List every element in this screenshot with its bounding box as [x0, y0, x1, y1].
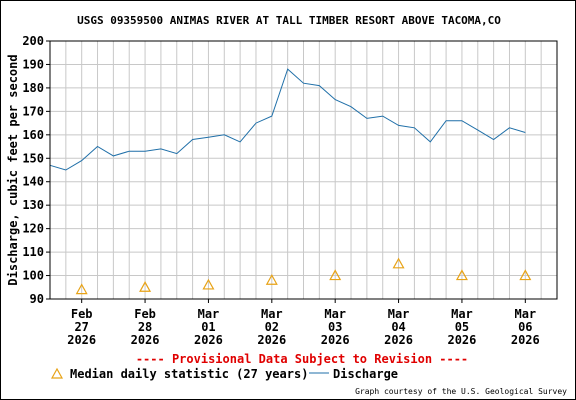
y-axis-label: Discharge, cubic feet per second — [6, 54, 20, 285]
x-tick-label: 06 — [518, 320, 532, 334]
x-tick-label: 2026 — [194, 333, 223, 347]
x-tick-label: Feb — [134, 307, 156, 321]
median-point — [455, 269, 468, 281]
median-point — [75, 283, 88, 295]
y-tick-label: 120 — [22, 222, 44, 236]
x-tick-label: 2026 — [384, 333, 413, 347]
y-tick-label: 150 — [22, 151, 44, 165]
x-tick-labels: Feb272026Feb282026Mar012026Mar022026Mar0… — [67, 299, 540, 347]
x-tick-label: 02 — [265, 320, 279, 334]
median-point — [392, 257, 405, 269]
median-point — [202, 278, 215, 290]
x-tick-label: 2026 — [131, 333, 160, 347]
y-tick-labels: 90 100 110 120 130 140 150 160 170 180 190 200 — [22, 34, 44, 306]
x-tick-label: 2026 — [511, 333, 540, 347]
median-point — [139, 281, 152, 292]
median-markers — [75, 257, 532, 295]
x-tick-label: 28 — [138, 320, 152, 334]
median-point — [519, 269, 532, 281]
y-tick-label: 100 — [22, 269, 44, 283]
x-tick-label: 03 — [328, 320, 342, 334]
x-tick-label: Mar — [324, 307, 346, 321]
y-tick-label: 190 — [22, 57, 44, 71]
x-tick-label: 04 — [391, 320, 405, 334]
x-tick-label: Mar — [198, 307, 220, 321]
legend-discharge-label: Discharge — [333, 367, 398, 381]
y-tick-label: 140 — [22, 175, 44, 189]
x-tick-label: Mar — [388, 307, 410, 321]
credit-line: Graph courtesy of the U.S. Geological Su… — [355, 387, 567, 396]
y-tick-label: 170 — [22, 104, 44, 118]
plot-area-border — [49, 40, 558, 300]
median-point — [265, 274, 278, 285]
x-tick-label: Feb — [71, 307, 93, 321]
x-tick-label: 01 — [201, 320, 215, 334]
x-tick-label: Mar — [451, 307, 473, 321]
x-tick-label: 27 — [74, 320, 88, 334]
x-tick-label: 2026 — [257, 333, 286, 347]
discharge-line — [49, 68, 526, 171]
legend: Median daily statistic (27 years) Discha… — [50, 367, 398, 381]
y-tick-label: 200 — [22, 34, 44, 48]
y-tick-label: 160 — [22, 128, 44, 142]
y-tick-label: 130 — [22, 198, 44, 212]
chart-title: USGS 09359500 ANIMAS RIVER AT TALL TIMBE… — [77, 14, 501, 27]
y-tick-label: 90 — [30, 292, 44, 306]
x-tick-label: 2026 — [67, 333, 96, 347]
y-tick-label: 110 — [22, 245, 44, 259]
provisional-notice: ---- Provisional Data Subject to Revisio… — [136, 352, 468, 366]
legend-median-marker — [50, 367, 64, 379]
x-tick-label: Mar — [261, 307, 283, 321]
series-layer — [49, 68, 526, 171]
y-tick-label: 180 — [22, 81, 44, 95]
x-tick-label: 2026 — [321, 333, 350, 347]
legend-median-label: Median daily statistic (27 years) — [70, 367, 308, 381]
x-tick-label: 2026 — [447, 333, 476, 347]
x-tick-label: Mar — [514, 307, 536, 321]
grid-lines — [46, 40, 557, 300]
x-tick-label: 05 — [455, 320, 469, 334]
median-point — [329, 269, 342, 281]
